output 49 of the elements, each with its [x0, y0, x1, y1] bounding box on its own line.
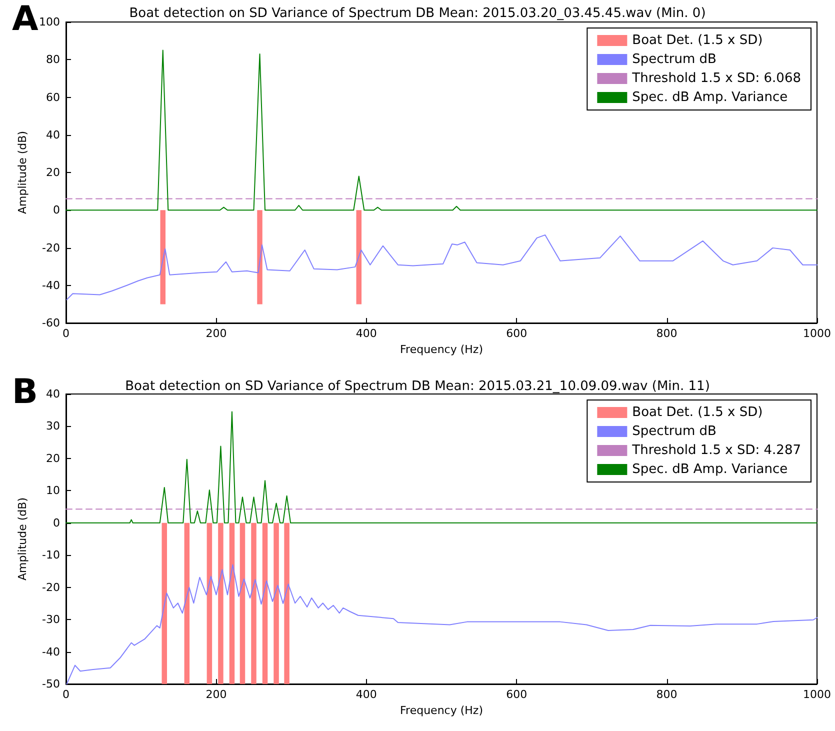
legend-label: Threshold 1.5 x SD: 6.068: [631, 71, 802, 86]
x-tick-label: 200: [206, 327, 227, 340]
y-tick-label: 80: [46, 53, 60, 66]
y-tick-label: 20: [46, 452, 60, 465]
x-tick-label: 400: [356, 327, 377, 340]
y-axis-title: Amplitude (dB): [16, 131, 29, 214]
y-tick-label: -10: [42, 548, 60, 562]
y-tick-label: -50: [42, 678, 60, 690]
y-tick-label: 40: [46, 388, 60, 400]
x-tick-label: 400: [356, 688, 377, 701]
y-tick-label: 30: [46, 420, 60, 433]
y-tick-label: -20: [42, 241, 60, 254]
x-tick-label: 0: [62, 688, 70, 701]
y-tick-label: -20: [42, 580, 60, 594]
text: A: [12, 0, 39, 39]
legend-label: Spectrum dB: [632, 52, 716, 67]
y-tick-label: 100: [39, 16, 60, 28]
legend-label: Spec. dB Amp. Variance: [632, 462, 788, 477]
text: B: [12, 372, 38, 412]
x-axis-title: Frequency (Hz): [400, 342, 483, 356]
y-tick-label: 10: [46, 484, 60, 498]
x-tick-label: 200: [206, 688, 227, 701]
x-tick-label: 600: [506, 327, 528, 340]
y-tick-label: -40: [42, 278, 60, 292]
y-tick-label: -30: [42, 613, 60, 626]
y-tick-label: 0: [53, 204, 60, 217]
x-tick-label: 800: [656, 688, 678, 701]
legend-label: Spec. dB Amp. Variance: [632, 90, 788, 105]
x-axis-title: Frequency (Hz): [400, 704, 483, 717]
y-tick-label: 40: [46, 128, 60, 142]
chart-title: Boat detection on SD Variance of Spectrum DB Mean: 2015.03.20_03.45.45.wav (Min. 0): [129, 6, 706, 21]
line-series: [66, 234, 818, 300]
x-tick-label: 1000: [803, 327, 831, 340]
legend-label: Threshold 1.5 x SD: 4.287: [631, 443, 802, 458]
chart-title: Boat detection on SD Variance of Spectrum DB Mean: 2015.03.21_10.09.09.wav (Min. 11): [125, 379, 710, 394]
y-tick-label: -60: [42, 316, 60, 330]
x-tick-label: 600: [506, 688, 528, 701]
x-tick-label: 0: [62, 327, 70, 340]
x-tick-label: 800: [656, 327, 678, 340]
legend-label: Boat Det. (1.5 x SD): [632, 33, 763, 48]
y-tick-label: 0: [53, 516, 60, 530]
y-axis-title: Amplitude (dB): [16, 498, 29, 580]
y-tick-label: 60: [46, 90, 60, 104]
y-tick-label: -40: [42, 645, 60, 658]
legend-label: Spectrum dB: [632, 424, 716, 439]
line-series: [66, 50, 818, 211]
x-tick-label: 1000: [803, 688, 831, 701]
legend-label: Boat Det. (1.5 x SD): [632, 405, 763, 420]
y-tick-label: 20: [46, 166, 60, 179]
